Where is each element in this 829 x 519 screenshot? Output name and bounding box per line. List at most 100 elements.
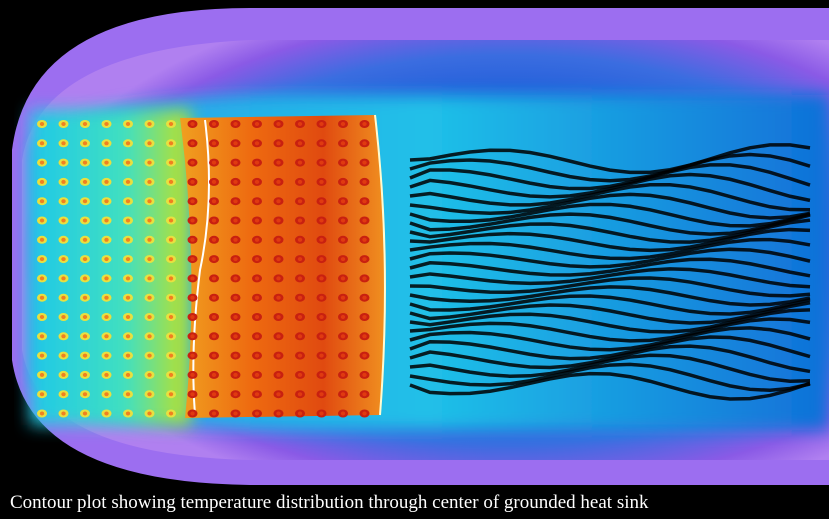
- fin-dot-core: [104, 392, 108, 396]
- fin-dot-core: [190, 354, 194, 358]
- fin-dot-core: [233, 412, 237, 416]
- fin-dot-core: [83, 199, 87, 203]
- fin-dot-core: [319, 257, 323, 261]
- fin-dot-core: [169, 315, 173, 319]
- fin-dot-core: [104, 373, 108, 377]
- fin-dot-core: [319, 238, 323, 242]
- fin-dot-core: [276, 392, 280, 396]
- fin-dot-core: [298, 412, 302, 416]
- fin-dot-core: [126, 373, 130, 377]
- fin-dot-core: [212, 296, 216, 300]
- fin-dot-core: [319, 392, 323, 396]
- fin-dot-core: [341, 141, 345, 145]
- fin-dot-core: [61, 296, 65, 300]
- fin-dot-core: [190, 412, 194, 416]
- fin-dot-core: [190, 180, 194, 184]
- fin-dot-core: [341, 238, 345, 242]
- fin-dot-core: [147, 334, 151, 338]
- fin-dot-core: [147, 238, 151, 242]
- fin-dot-core: [40, 180, 44, 184]
- fin-dot-core: [255, 315, 259, 319]
- fin-dot-core: [169, 122, 173, 126]
- fin-dot-core: [83, 219, 87, 223]
- fin-dot-core: [40, 373, 44, 377]
- fin-dot-core: [319, 199, 323, 203]
- fin-dot-core: [61, 257, 65, 261]
- fin-dot-core: [319, 219, 323, 223]
- page: Contour plot showing temperature distrib…: [0, 0, 829, 519]
- fin-dot-core: [298, 180, 302, 184]
- fin-dot-core: [169, 219, 173, 223]
- fin-dot-core: [255, 180, 259, 184]
- fin-dot-core: [298, 296, 302, 300]
- fin-dot-core: [255, 141, 259, 145]
- fin-dot-core: [319, 296, 323, 300]
- fin-dot-core: [83, 392, 87, 396]
- fin-dot-core: [362, 392, 366, 396]
- fin-dot-core: [319, 354, 323, 358]
- fin-dot-core: [298, 161, 302, 165]
- fin-dot-core: [61, 354, 65, 358]
- fin-dot-core: [212, 161, 216, 165]
- fin-dot-core: [169, 354, 173, 358]
- fin-dot-core: [104, 315, 108, 319]
- fin-dot-core: [190, 296, 194, 300]
- fin-dot-core: [276, 122, 280, 126]
- fin-dot-core: [298, 276, 302, 280]
- fin-dot-core: [40, 238, 44, 242]
- fin-dot-core: [104, 296, 108, 300]
- fin-dot-core: [276, 238, 280, 242]
- fin-dot-core: [190, 161, 194, 165]
- fin-dot-core: [362, 334, 366, 338]
- fin-dot-core: [169, 392, 173, 396]
- fin-dot-core: [190, 392, 194, 396]
- fin-dot-core: [169, 180, 173, 184]
- fin-dot-core: [212, 122, 216, 126]
- fin-dot-core: [233, 161, 237, 165]
- fin-dot-core: [40, 199, 44, 203]
- fin-dot-core: [61, 392, 65, 396]
- fin-dot-core: [190, 122, 194, 126]
- fin-dot-core: [255, 161, 259, 165]
- fin-dot-core: [233, 180, 237, 184]
- fin-dot-core: [362, 315, 366, 319]
- fin-dot-core: [233, 199, 237, 203]
- fin-dot-core: [126, 315, 130, 319]
- fin-dot-core: [169, 161, 173, 165]
- fin-dot-core: [276, 199, 280, 203]
- fin-dot-core: [104, 257, 108, 261]
- fin-dot-core: [233, 141, 237, 145]
- fin-dot-core: [104, 238, 108, 242]
- fin-dot-core: [341, 161, 345, 165]
- fin-dot-core: [61, 238, 65, 242]
- fin-dot-core: [298, 373, 302, 377]
- fin-dot-core: [298, 122, 302, 126]
- fin-dot-core: [61, 334, 65, 338]
- fin-dot-core: [126, 392, 130, 396]
- fin-dot-core: [169, 334, 173, 338]
- fin-dot-core: [298, 141, 302, 145]
- fin-dot-core: [83, 354, 87, 358]
- fin-dot-core: [362, 296, 366, 300]
- fin-dot-core: [298, 334, 302, 338]
- fin-dot-core: [298, 354, 302, 358]
- fin-dot-core: [341, 412, 345, 416]
- fin-dot-core: [362, 238, 366, 242]
- fin-dot-core: [212, 373, 216, 377]
- fin-dot-core: [212, 334, 216, 338]
- fin-dot-core: [341, 354, 345, 358]
- fin-dot-core: [319, 412, 323, 416]
- fin-dot-core: [298, 219, 302, 223]
- fin-dot-core: [104, 199, 108, 203]
- fin-dot-core: [362, 161, 366, 165]
- fin-dot-core: [276, 412, 280, 416]
- fin-dot-core: [233, 354, 237, 358]
- fin-dot-core: [190, 199, 194, 203]
- fin-dot-core: [341, 373, 345, 377]
- fin-dot-core: [40, 354, 44, 358]
- fin-dot-core: [147, 180, 151, 184]
- fin-dot-core: [126, 180, 130, 184]
- fin-dot-core: [104, 161, 108, 165]
- fin-dot-core: [362, 257, 366, 261]
- fin-dot-core: [255, 276, 259, 280]
